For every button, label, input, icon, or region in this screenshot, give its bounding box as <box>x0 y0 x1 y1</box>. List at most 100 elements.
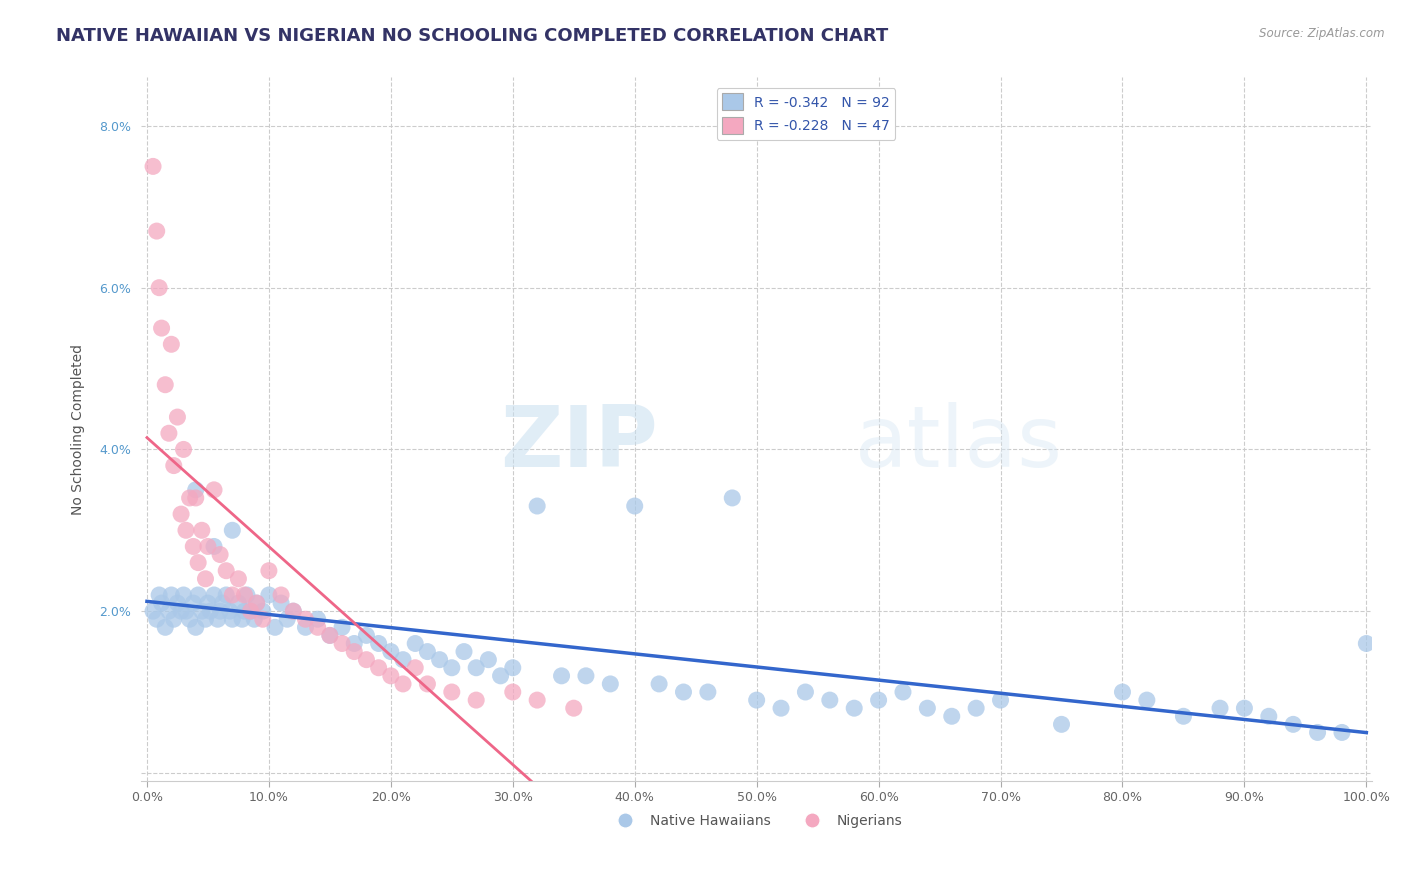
Point <box>233 604 256 618</box>
Point <box>155 620 177 634</box>
Point <box>228 596 250 610</box>
Point <box>745 693 768 707</box>
Point <box>356 628 378 642</box>
Point <box>181 596 204 610</box>
Point <box>157 426 180 441</box>
Point <box>1136 693 1159 707</box>
Text: atlas: atlas <box>855 401 1063 484</box>
Point <box>392 677 415 691</box>
Point <box>148 281 170 295</box>
Point <box>343 636 366 650</box>
Point <box>163 458 186 473</box>
Point <box>170 604 193 618</box>
Point <box>246 596 269 610</box>
Point <box>233 588 256 602</box>
Point <box>202 588 225 602</box>
Point <box>380 669 402 683</box>
Point <box>155 377 177 392</box>
Point <box>191 604 214 618</box>
Point <box>221 612 243 626</box>
Point <box>179 612 201 626</box>
Point <box>1282 717 1305 731</box>
Point <box>1209 701 1232 715</box>
Point <box>160 337 183 351</box>
Point <box>215 564 238 578</box>
Point <box>1306 725 1329 739</box>
Point <box>236 588 259 602</box>
Point <box>343 644 366 658</box>
Point <box>239 604 262 618</box>
Point <box>276 612 298 626</box>
Point <box>200 604 222 618</box>
Point <box>187 588 209 602</box>
Point <box>211 596 233 610</box>
Point <box>489 669 512 683</box>
Point <box>502 661 524 675</box>
Point <box>202 540 225 554</box>
Point <box>965 701 987 715</box>
Point <box>416 677 439 691</box>
Point <box>1233 701 1256 715</box>
Point <box>166 596 188 610</box>
Point <box>526 499 548 513</box>
Point <box>142 604 165 618</box>
Point <box>623 499 645 513</box>
Point <box>163 612 186 626</box>
Point <box>404 636 426 650</box>
Point <box>166 410 188 425</box>
Point <box>294 620 316 634</box>
Point <box>173 588 195 602</box>
Point <box>1050 717 1073 731</box>
Point <box>672 685 695 699</box>
Point <box>1173 709 1195 723</box>
Point <box>209 548 232 562</box>
Legend: Native Hawaiians, Nigerians: Native Hawaiians, Nigerians <box>605 809 908 834</box>
Point <box>1330 725 1353 739</box>
Point <box>197 596 219 610</box>
Point <box>917 701 939 715</box>
Point <box>1355 636 1378 650</box>
Point <box>648 677 671 691</box>
Point <box>209 604 232 618</box>
Point <box>239 604 262 618</box>
Point <box>145 224 167 238</box>
Point <box>356 653 378 667</box>
Point <box>174 523 197 537</box>
Point <box>319 628 342 642</box>
Point <box>202 483 225 497</box>
Point <box>252 612 274 626</box>
Point <box>283 604 305 618</box>
Point <box>330 636 353 650</box>
Point <box>794 685 817 699</box>
Point <box>453 644 475 658</box>
Point <box>380 644 402 658</box>
Text: NATIVE HAWAIIAN VS NIGERIAN NO SCHOOLING COMPLETED CORRELATION CHART: NATIVE HAWAIIAN VS NIGERIAN NO SCHOOLING… <box>56 27 889 45</box>
Point <box>392 653 415 667</box>
Point <box>416 644 439 658</box>
Point <box>526 693 548 707</box>
Point <box>562 701 585 715</box>
Point <box>194 612 217 626</box>
Point <box>367 661 389 675</box>
Point <box>891 685 914 699</box>
Point <box>145 612 167 626</box>
Point <box>191 523 214 537</box>
Point <box>228 572 250 586</box>
Point <box>218 604 240 618</box>
Point <box>770 701 793 715</box>
Point <box>990 693 1012 707</box>
Point <box>502 685 524 699</box>
Point <box>270 588 292 602</box>
Point <box>440 661 463 675</box>
Point <box>148 588 170 602</box>
Point <box>1111 685 1133 699</box>
Point <box>231 612 253 626</box>
Point <box>170 507 193 521</box>
Point <box>194 572 217 586</box>
Point <box>868 693 890 707</box>
Point <box>941 709 963 723</box>
Point <box>184 491 207 505</box>
Point <box>197 540 219 554</box>
Point <box>221 588 243 602</box>
Text: Source: ZipAtlas.com: Source: ZipAtlas.com <box>1260 27 1385 40</box>
